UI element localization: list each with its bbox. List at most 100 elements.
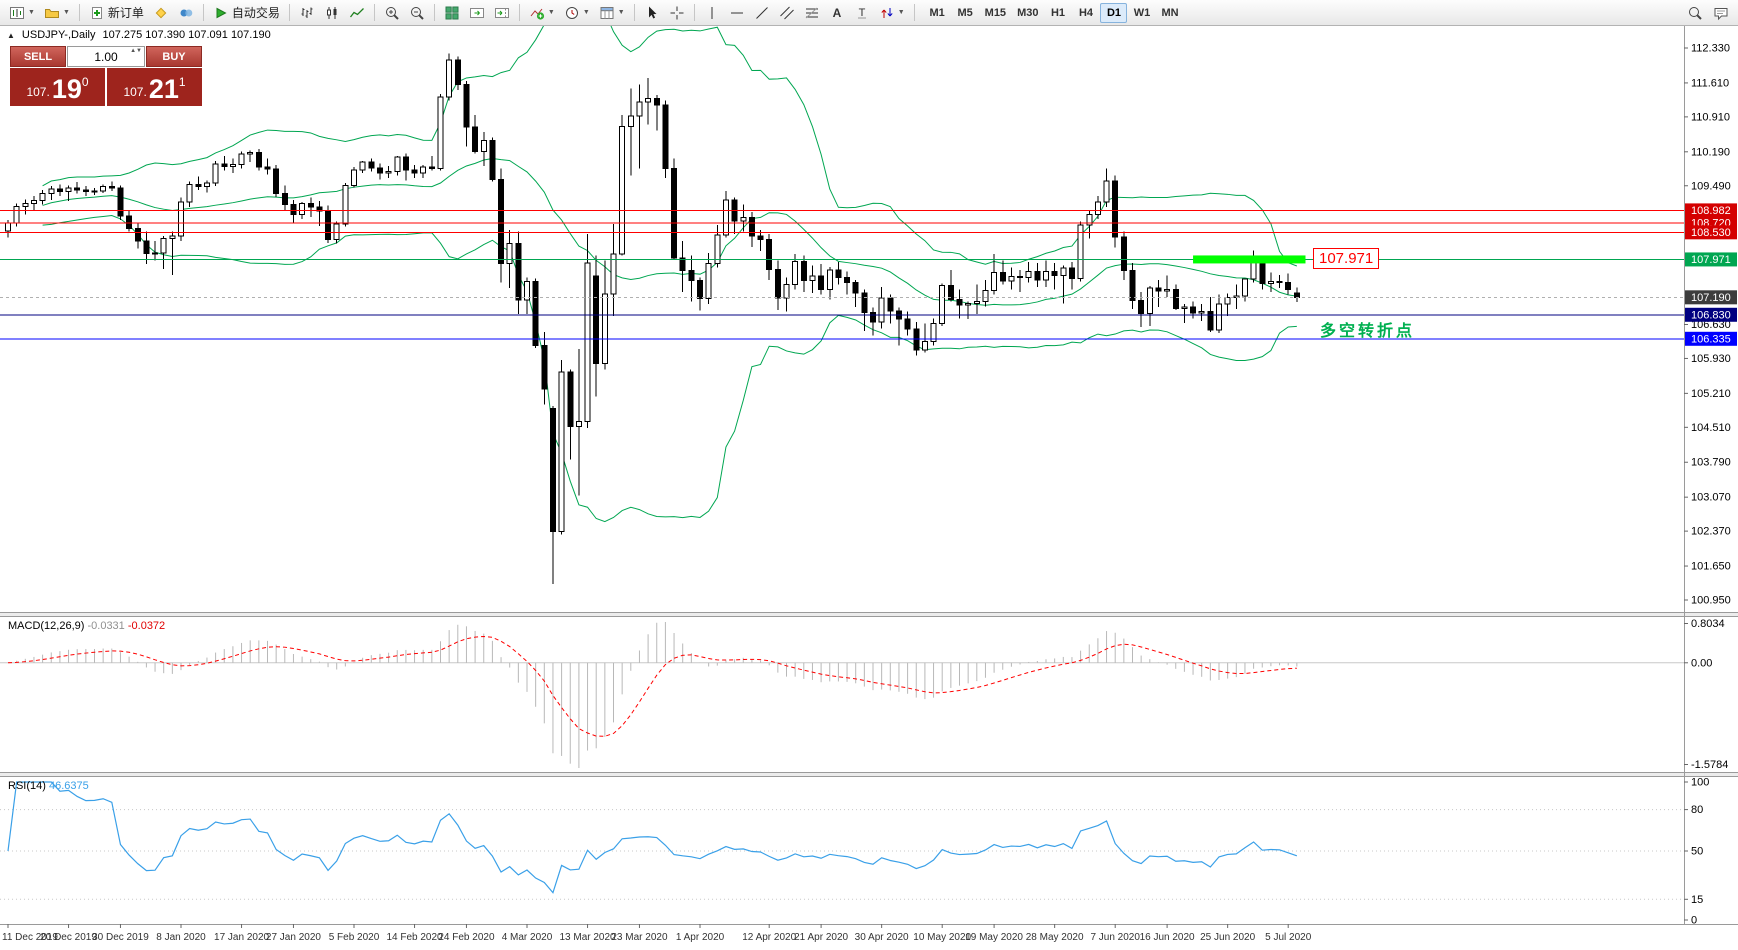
chevron-down-icon: ▼ bbox=[617, 8, 625, 16]
buy-price-sup: 1 bbox=[178, 75, 186, 89]
price-scale-tick: 110.190 bbox=[1691, 146, 1730, 158]
channel-button[interactable] bbox=[775, 2, 799, 24]
main-pane bbox=[5, 26, 1300, 584]
trendline-button[interactable] bbox=[750, 2, 774, 24]
periods-clock-icon bbox=[565, 6, 578, 19]
timeframe-button-mn[interactable]: MN bbox=[1161, 6, 1179, 19]
new-chart-button[interactable]: ▼ bbox=[5, 2, 39, 24]
channel-icon bbox=[779, 6, 794, 19]
profiles-folder-icon bbox=[44, 8, 59, 18]
volume-stepper[interactable]: 1.00 ▲▼ bbox=[67, 46, 145, 67]
chat-button[interactable] bbox=[1709, 2, 1733, 24]
auto-scroll-button[interactable] bbox=[465, 2, 489, 24]
vertical-line-button[interactable] bbox=[700, 2, 724, 24]
periods-button[interactable]: ▼ bbox=[560, 2, 594, 24]
symbol-period-label: USDJPY-,Daily bbox=[21, 29, 96, 41]
text-label-button[interactable]: T bbox=[850, 2, 874, 24]
toolbar-separator bbox=[518, 4, 520, 21]
templates-button[interactable]: ▼ bbox=[595, 2, 629, 24]
sell-price[interactable]: 107. 19 0 bbox=[10, 68, 105, 106]
timeframe-button-h1[interactable]: H1 bbox=[1050, 6, 1065, 19]
buy-price[interactable]: 107. 21 1 bbox=[107, 68, 202, 106]
zoom-out-button[interactable] bbox=[405, 2, 429, 24]
profiles-button[interactable]: ▼ bbox=[40, 2, 74, 24]
timeframe-button-w1[interactable]: W1 bbox=[1133, 6, 1151, 19]
bollinger-middle-band bbox=[42, 157, 1297, 306]
timeframe-button-h4[interactable]: H4 bbox=[1078, 6, 1093, 19]
zoom-in-button[interactable] bbox=[380, 2, 404, 24]
community-button[interactable] bbox=[174, 2, 198, 24]
main-toolbar: ▼ ▼ 新订单 自动交易 bbox=[0, 0, 1738, 26]
one-click-collapse-button[interactable]: ▲ bbox=[7, 30, 15, 40]
new-order-button[interactable]: 新订单 bbox=[85, 2, 148, 24]
text-button[interactable]: A bbox=[825, 2, 849, 24]
text-icon: A bbox=[832, 6, 841, 20]
search-button[interactable] bbox=[1683, 2, 1707, 24]
price-scale-tick: 103.070 bbox=[1691, 492, 1731, 504]
zoom-in-icon bbox=[385, 6, 399, 20]
cursor-button[interactable] bbox=[640, 2, 664, 24]
horizontal-line-objects bbox=[0, 209, 1684, 340]
price-scale[interactable] bbox=[1684, 26, 1738, 924]
timeframe-button-m30[interactable]: M30 bbox=[1017, 6, 1039, 19]
horizontal-line-button[interactable] bbox=[725, 2, 749, 24]
highlight-bar[interactable] bbox=[1193, 255, 1306, 264]
buy-button[interactable]: BUY bbox=[146, 46, 202, 67]
indicators-button[interactable]: ▼ bbox=[525, 2, 559, 24]
rsi-name: RSI(14) bbox=[8, 780, 46, 792]
chart-shift-icon bbox=[494, 7, 509, 18]
price-scale-labels: 112.330 111.610 110.910 110.190 109.490 106.6… bbox=[1684, 43, 1737, 607]
date-label: 16 Jun 2020 bbox=[1140, 932, 1195, 943]
date-label: 27 Jan 2020 bbox=[266, 932, 321, 943]
macd-name: MACD(12,26,9) bbox=[8, 620, 85, 632]
crosshair-button[interactable] bbox=[665, 2, 689, 24]
macd-signal-value: -0.0372 bbox=[127, 620, 166, 632]
date-label: 5 Jul 2020 bbox=[1265, 932, 1312, 943]
volume-spin-buttons[interactable]: ▲▼ bbox=[130, 48, 142, 54]
date-label: 1 Apr 2020 bbox=[676, 932, 725, 943]
sell-button[interactable]: SELL bbox=[10, 46, 66, 67]
tile-windows-button[interactable] bbox=[440, 2, 464, 24]
toolbar-separator bbox=[78, 4, 80, 21]
rsi-scale-label: 100 bbox=[1691, 777, 1709, 789]
date-label: 7 Jun 2020 bbox=[1090, 932, 1140, 943]
date-label: 24 Feb 2020 bbox=[438, 932, 495, 943]
price-annotation-label[interactable]: 107.971 bbox=[1313, 248, 1380, 269]
turning-point-text[interactable]: 多空转折点 bbox=[1320, 323, 1416, 340]
bid-scale-label: 107.190 bbox=[1691, 292, 1731, 304]
price-chart-canvas[interactable]: 112.330 111.610 110.910 110.190 109.490 106.6… bbox=[0, 26, 1738, 950]
price-scale-tick: 111.610 bbox=[1691, 77, 1729, 89]
arrows-button[interactable]: ▼ bbox=[875, 2, 909, 24]
timeframe-button-m15[interactable]: M15 bbox=[984, 6, 1007, 19]
bar-chart-button[interactable] bbox=[295, 2, 319, 24]
candlestick-chart-button[interactable] bbox=[320, 2, 344, 24]
autotrading-button[interactable]: 自动交易 bbox=[209, 2, 284, 24]
date-label: 11 Dec 2019 bbox=[2, 932, 58, 943]
timeframe-button-m1[interactable]: M1 bbox=[929, 6, 945, 19]
fibonacci-button[interactable] bbox=[800, 2, 824, 24]
line-chart-button[interactable] bbox=[345, 2, 369, 24]
time-axis: 11 Dec 201920 Dec 201930 Dec 2019 8 Jan 2… bbox=[2, 924, 1312, 943]
date-label: 28 May 2020 bbox=[1026, 932, 1084, 943]
price-line-scale-label: 106.830 bbox=[1691, 309, 1731, 321]
timeframe-button-m5[interactable]: M5 bbox=[957, 6, 973, 19]
date-label: 10 May 2020 bbox=[913, 932, 971, 943]
new-chart-icon bbox=[10, 6, 24, 19]
buy-price-big: 21 bbox=[148, 74, 179, 104]
pane-splitter[interactable] bbox=[0, 612, 1738, 617]
metaeditor-button[interactable] bbox=[149, 2, 173, 24]
price-scale-tick: 105.930 bbox=[1691, 353, 1731, 365]
time-scale[interactable] bbox=[0, 924, 1738, 950]
chevron-down-icon: ▼ bbox=[582, 8, 590, 16]
date-label: 21 Apr 2020 bbox=[794, 932, 848, 943]
date-label: 5 Feb 2020 bbox=[329, 932, 380, 943]
autotrading-play-icon bbox=[216, 7, 227, 18]
toolbar-separator bbox=[913, 4, 915, 21]
date-label: 19 May 2020 bbox=[965, 932, 1023, 943]
fibonacci-icon bbox=[805, 7, 818, 18]
pane-splitter[interactable] bbox=[0, 772, 1738, 777]
price-line-scale-label: 106.335 bbox=[1691, 333, 1731, 345]
chart-shift-button[interactable] bbox=[490, 2, 514, 24]
timeframe-button-d1[interactable]: D1 bbox=[1100, 2, 1128, 23]
new-order-icon bbox=[91, 6, 102, 19]
